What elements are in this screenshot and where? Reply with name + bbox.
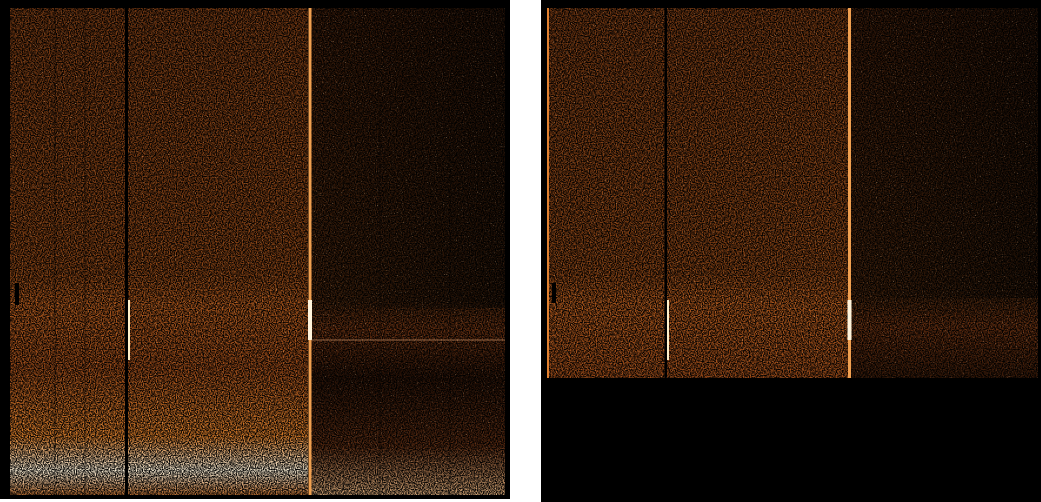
left-panel: [0, 0, 510, 499]
dark-speckle: [547, 8, 1038, 378]
defect: [552, 283, 556, 303]
right-panel: [541, 0, 1041, 502]
page: (() => { const data = JSON.parse(documen…: [0, 0, 1041, 502]
dark-speckle: [10, 8, 505, 495]
defect: [15, 283, 19, 305]
image-pair: [0, 0, 1041, 502]
